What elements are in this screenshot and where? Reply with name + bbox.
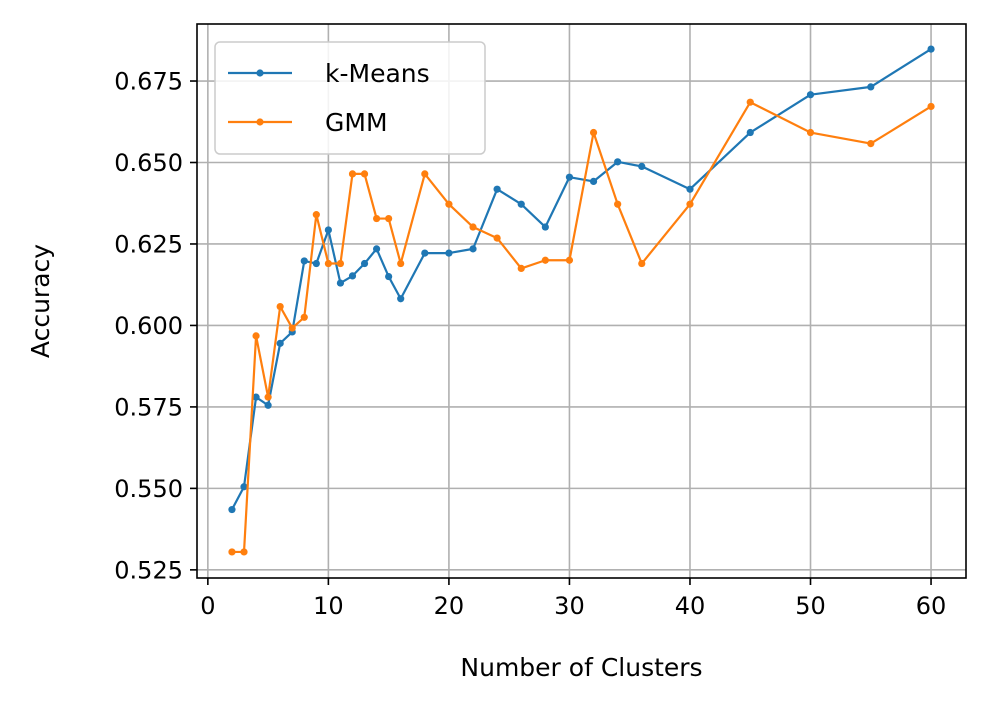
data-point-kmeans <box>806 91 815 99</box>
grid <box>197 24 966 578</box>
data-point-gmm <box>421 170 429 178</box>
data-point-kmeans <box>348 272 357 280</box>
x-tick-label: 0 <box>200 592 215 620</box>
data-point-kmeans <box>469 245 477 253</box>
data-point-kmeans <box>397 295 405 303</box>
series-group <box>228 45 935 556</box>
data-point-kmeans <box>336 279 345 287</box>
data-point-gmm <box>565 256 574 264</box>
x-tick-label: 20 <box>434 592 465 620</box>
y-tick-label: 0.600 <box>114 312 183 340</box>
y-tick-label: 0.650 <box>114 149 183 177</box>
data-point-kmeans <box>312 259 320 268</box>
data-point-gmm <box>867 139 875 148</box>
data-point-gmm <box>541 256 549 264</box>
legend-label-kmeans: k-Means <box>325 59 430 88</box>
legend-box <box>214 41 486 155</box>
data-point-kmeans <box>517 200 525 208</box>
data-point-gmm <box>686 200 694 208</box>
y-axis-label: Accuracy <box>26 244 55 358</box>
data-point-kmeans <box>927 45 935 53</box>
data-point-gmm <box>469 223 477 231</box>
data-point-kmeans <box>493 185 501 193</box>
data-point-gmm <box>228 548 236 556</box>
legend-label-gmm: GMM <box>325 108 388 137</box>
x-tick-label: 30 <box>554 592 585 620</box>
y-tick-label: 0.675 <box>114 68 183 96</box>
series-line-gmm <box>231 101 932 554</box>
data-point-kmeans <box>565 173 574 181</box>
data-point-gmm <box>288 324 296 332</box>
data-point-kmeans <box>228 505 236 514</box>
data-point-gmm <box>372 214 381 223</box>
data-point-kmeans <box>300 257 308 265</box>
data-point-gmm <box>493 234 501 242</box>
data-point-gmm <box>348 170 357 178</box>
y-tick-label: 0.625 <box>114 230 183 258</box>
legend-marker-kmeans <box>256 69 264 77</box>
y-tick-label: 0.575 <box>114 393 183 421</box>
data-point-kmeans <box>445 249 453 257</box>
legend-marker-gmm <box>256 118 264 126</box>
data-point-gmm <box>324 259 332 268</box>
data-point-gmm <box>614 200 622 208</box>
data-point-gmm <box>312 211 320 219</box>
plot-frame <box>196 23 967 579</box>
x-axis-label: Number of Clusters <box>460 653 702 682</box>
data-point-gmm <box>806 128 815 137</box>
data-point-gmm <box>300 313 308 321</box>
data-point-gmm <box>264 393 272 401</box>
y-tick-label: 0.525 <box>114 556 183 584</box>
data-point-kmeans <box>264 401 272 409</box>
data-point-gmm <box>336 259 345 268</box>
data-point-gmm <box>385 214 393 223</box>
data-point-gmm <box>360 170 369 178</box>
x-tick-label: 10 <box>313 592 344 620</box>
data-point-kmeans <box>614 158 622 166</box>
data-point-kmeans <box>638 162 646 171</box>
data-point-gmm <box>397 259 405 268</box>
data-point-kmeans <box>360 259 369 268</box>
data-point-kmeans <box>372 245 381 253</box>
data-point-kmeans <box>276 339 284 347</box>
x-tick-label: 50 <box>795 592 826 620</box>
data-point-kmeans <box>240 483 248 491</box>
data-point-gmm <box>517 264 525 273</box>
x-tick-label: 40 <box>675 592 706 620</box>
data-point-kmeans <box>252 393 260 401</box>
data-point-gmm <box>638 259 646 268</box>
data-point-gmm <box>589 128 598 137</box>
x-tick-label: 60 <box>916 592 947 620</box>
data-point-gmm <box>276 302 284 311</box>
data-point-kmeans <box>589 177 598 186</box>
legend: k-Means GMM <box>214 41 486 155</box>
data-point-gmm <box>746 98 754 106</box>
ticks: 0 10 20 30 40 50 60 0.525 0.550 0.575 0.600 0.625 0.… <box>114 68 946 620</box>
data-point-kmeans <box>324 226 332 234</box>
data-point-kmeans <box>867 83 875 91</box>
data-point-gmm <box>445 200 453 208</box>
data-point-kmeans <box>686 185 694 193</box>
data-point-gmm <box>240 548 248 556</box>
y-tick-label: 0.550 <box>114 475 183 503</box>
data-point-kmeans <box>385 272 393 281</box>
data-point-gmm <box>927 102 935 111</box>
data-point-kmeans <box>746 128 754 137</box>
data-point-gmm <box>252 332 260 340</box>
data-point-kmeans <box>421 249 429 257</box>
data-point-kmeans <box>541 223 549 231</box>
